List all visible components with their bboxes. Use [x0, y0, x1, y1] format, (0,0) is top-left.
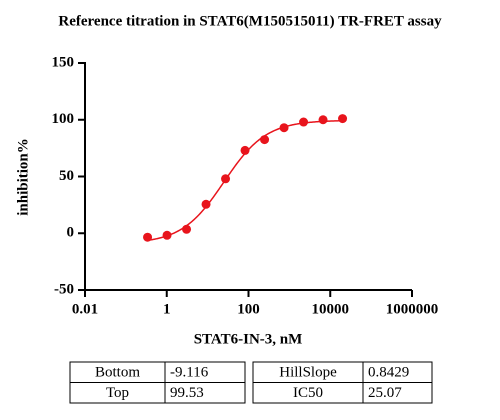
x-axis-label: STAT6-IN-3, nM: [194, 331, 303, 347]
table-value: 99.53: [170, 385, 204, 401]
x-tick-label: 100: [237, 301, 260, 317]
y-tick-label: -50: [54, 281, 74, 297]
table-label: Bottom: [95, 365, 140, 381]
point: [338, 114, 348, 124]
point: [143, 232, 153, 242]
table-label: HillSlope: [279, 365, 337, 381]
table-label: IC50: [293, 385, 323, 401]
y-tick-label: 100: [52, 111, 75, 127]
point: [201, 199, 211, 209]
y-tick-label: 50: [59, 168, 74, 184]
point: [221, 174, 231, 184]
point: [260, 135, 270, 145]
point: [318, 115, 328, 125]
x-tick-label: 10000: [312, 301, 350, 317]
point: [279, 123, 289, 133]
x-tick-label: 0.01: [72, 301, 98, 317]
table-label: Top: [106, 385, 129, 401]
point: [240, 145, 250, 155]
table-value: 0.8429: [368, 365, 409, 381]
fit-curve: [147, 119, 343, 242]
x-tick-label: 1000000: [386, 301, 439, 317]
point: [162, 230, 172, 240]
y-axis-label: inhibition%: [15, 138, 31, 216]
chart-title: Reference titration in STAT6(M150515011)…: [58, 13, 442, 29]
y-tick-label: 0: [67, 225, 75, 241]
point: [299, 117, 309, 127]
table-value: -9.116: [170, 365, 209, 381]
y-tick-label: 150: [52, 54, 75, 70]
x-tick-label: 1: [163, 301, 171, 317]
table-value: 25.07: [368, 385, 402, 401]
point: [182, 224, 192, 234]
